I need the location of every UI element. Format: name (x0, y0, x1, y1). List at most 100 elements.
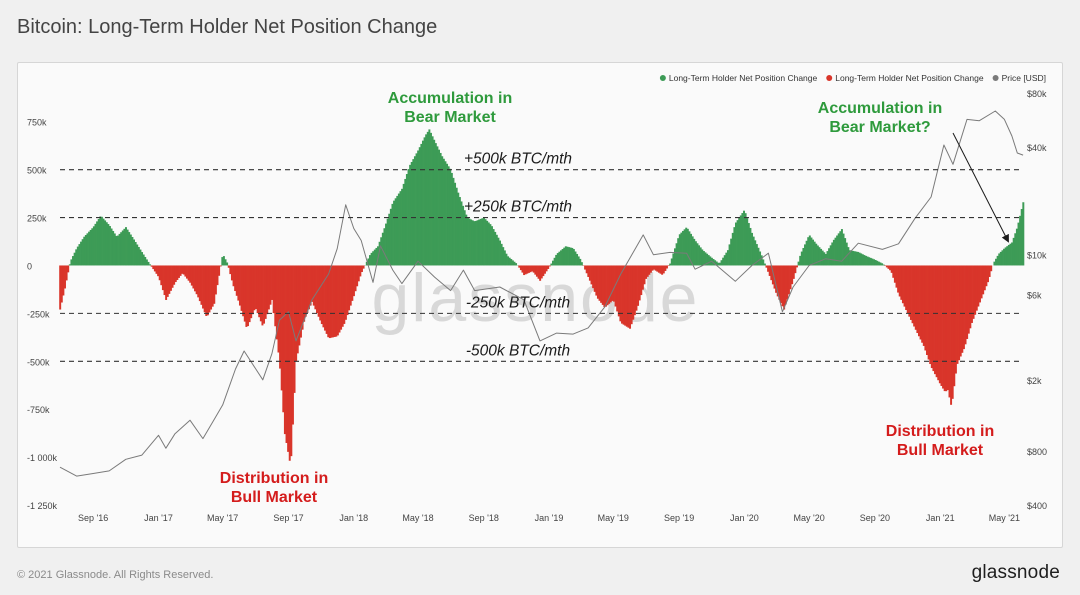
holder-bar (715, 261, 718, 266)
holder-bar (637, 265, 640, 306)
holder-bar (466, 217, 469, 266)
holder-bar (998, 253, 1001, 266)
holder-bar (259, 265, 262, 322)
holder-bar (179, 265, 182, 276)
holder-bar (487, 222, 490, 266)
holder-bar (340, 265, 343, 330)
holder-bar (743, 210, 745, 266)
holder-bar (227, 265, 230, 268)
holder-bar (816, 245, 819, 266)
holder-bar (258, 265, 261, 318)
holder-bar (293, 265, 296, 393)
x-tick-label: Jan '17 (144, 513, 173, 523)
holder-bar (369, 255, 371, 266)
holder-bar (203, 265, 206, 313)
holder-bar (908, 265, 911, 317)
holder-bar (108, 226, 111, 266)
holder-bar (683, 229, 686, 266)
holder-bar (611, 265, 614, 301)
holder-bar (892, 265, 895, 278)
holder-bar (288, 265, 291, 461)
holder-bar (230, 265, 233, 281)
holder-bar (571, 247, 574, 266)
holder-bar (659, 265, 662, 274)
holder-bar (194, 265, 196, 292)
holder-bar (214, 265, 217, 295)
holder-bar (479, 218, 482, 266)
holder-bar (237, 265, 240, 301)
holder-bar (320, 265, 323, 325)
x-tick-label: May '19 (598, 513, 629, 523)
holder-bar (99, 216, 102, 266)
holder-bar (245, 265, 248, 327)
holder-bar (563, 247, 566, 266)
holder-bar (746, 218, 749, 266)
holder-bar (229, 265, 232, 275)
holder-bar (836, 235, 839, 266)
holder-bar (495, 234, 498, 266)
holder-bar (714, 260, 717, 266)
holder-bar (80, 241, 83, 266)
holder-bar (661, 265, 664, 275)
holder-bar (857, 251, 859, 266)
holder-bar (486, 220, 489, 266)
holder-bar (115, 235, 118, 266)
holder-bar (845, 242, 848, 266)
holder-bar (187, 265, 190, 281)
holder-bar (879, 262, 882, 266)
holder-bar (131, 236, 134, 266)
holder-bar (168, 265, 171, 294)
holder-bar (136, 244, 139, 266)
holder-bar (595, 265, 598, 296)
x-tick-label: Sep '18 (469, 513, 499, 523)
holder-bar (629, 265, 632, 329)
holder-bar (128, 232, 131, 266)
holder-bar (604, 265, 607, 307)
holder-bar (893, 265, 896, 283)
holder-bar (474, 220, 477, 266)
holder-bar (306, 265, 309, 313)
holder-bar (648, 265, 651, 275)
holder-bar (741, 213, 744, 266)
holder-bar (299, 265, 302, 338)
reference-label: -500k BTC/mth (466, 342, 570, 359)
holder-bar (943, 265, 946, 392)
holder-bar (576, 253, 579, 266)
holder-bar (274, 265, 277, 327)
holder-bar (393, 200, 396, 266)
y-left-tick-label: 0 (27, 261, 32, 271)
holder-bar (887, 265, 890, 269)
holder-bar (832, 239, 835, 266)
holder-bar (492, 229, 495, 266)
holder-bar (499, 240, 501, 266)
holder-bar (430, 132, 432, 266)
holder-bar (303, 265, 306, 322)
holder-bar (84, 235, 87, 266)
holder-bar (134, 241, 137, 266)
holder-bar (341, 265, 344, 327)
holder-bar (760, 255, 763, 266)
holder-bar (784, 265, 787, 305)
holder-bar (482, 217, 485, 266)
holder-bar (739, 215, 742, 266)
holder-bar (489, 224, 492, 266)
holder-bar (877, 261, 880, 266)
holder-bar (966, 265, 969, 339)
holder-bar (415, 153, 418, 266)
holder-bar (291, 265, 294, 425)
holder-bar (613, 265, 615, 302)
holder-bar (405, 174, 408, 266)
holder-bar (545, 265, 548, 272)
holder-bar (982, 265, 985, 295)
holder-bar (572, 249, 575, 266)
holder-bar (238, 265, 241, 306)
holder-bar (675, 243, 678, 266)
holder-bar (497, 237, 500, 266)
holder-bar (351, 265, 354, 301)
holder-bar (903, 265, 906, 307)
holder-bar (537, 265, 540, 279)
holder-bar (335, 265, 338, 337)
y-right-tick-label: $800 (1027, 447, 1047, 457)
holder-bar (381, 232, 384, 266)
holder-bar (566, 246, 569, 266)
